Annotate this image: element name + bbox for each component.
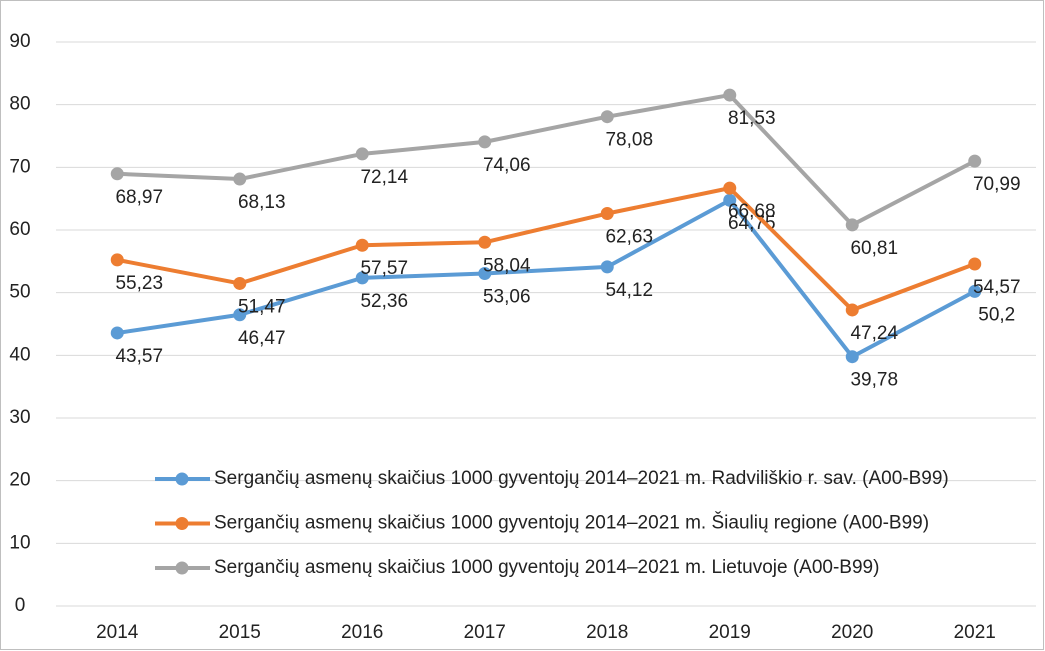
data-point xyxy=(723,193,737,207)
data-point xyxy=(968,154,982,168)
data-label: 72,14 xyxy=(360,167,408,188)
data-label: 54,57 xyxy=(973,277,1021,298)
x-tick-label: 2020 xyxy=(831,622,873,643)
data-point xyxy=(233,276,247,290)
data-point xyxy=(600,110,614,124)
data-label: 54,12 xyxy=(605,280,653,301)
data-point xyxy=(110,253,124,267)
x-tick-label: 2017 xyxy=(464,622,506,643)
y-tick-label: 0 xyxy=(15,595,26,616)
data-point xyxy=(600,207,614,221)
data-point xyxy=(478,266,492,280)
data-label: 68,97 xyxy=(115,187,163,208)
series-line xyxy=(116,198,976,359)
y-tick-label: 30 xyxy=(9,407,30,428)
series-line xyxy=(116,186,976,312)
y-tick-label: 40 xyxy=(9,344,30,365)
data-point xyxy=(233,172,247,186)
data-point xyxy=(845,218,859,232)
data-point xyxy=(110,167,124,181)
data-label: 57,57 xyxy=(360,258,408,279)
legend-marker xyxy=(175,472,189,486)
legend-marker xyxy=(175,517,189,530)
y-tick-label: 80 xyxy=(9,94,30,115)
data-label: 60,81 xyxy=(850,238,898,259)
x-tick-label: 2019 xyxy=(709,622,751,643)
data-point xyxy=(110,326,124,340)
y-tick-label: 50 xyxy=(9,282,30,303)
data-label: 43,57 xyxy=(115,346,163,367)
x-tick-label: 2016 xyxy=(341,622,383,643)
data-label: 52,36 xyxy=(360,291,408,312)
y-tick-label: 60 xyxy=(9,219,30,240)
data-label: 62,63 xyxy=(605,227,653,248)
y-tick-label: 70 xyxy=(9,156,30,177)
x-tick-label: 2015 xyxy=(219,622,261,643)
data-label: 58,04 xyxy=(483,255,531,276)
data-point xyxy=(845,303,859,317)
data-point xyxy=(478,135,492,149)
data-label: 66,68 xyxy=(728,201,776,222)
x-tick-label: 2014 xyxy=(96,622,139,643)
data-point xyxy=(478,235,492,249)
data-label: 39,78 xyxy=(850,370,898,391)
x-tick-label: 2021 xyxy=(954,622,996,643)
data-point xyxy=(355,238,369,252)
data-point xyxy=(233,308,247,322)
data-label: 81,53 xyxy=(728,108,776,129)
y-tick-label: 20 xyxy=(9,470,30,491)
data-label: 64,75 xyxy=(728,213,776,234)
data-label: 74,06 xyxy=(483,155,531,176)
data-label: 46,47 xyxy=(238,328,286,349)
y-tick-label: 90 xyxy=(9,31,30,52)
legend-label: Sergančių asmenų skaičius 1000 gyventojų… xyxy=(214,468,949,489)
data-point xyxy=(723,181,737,195)
data-label: 68,13 xyxy=(238,192,286,213)
data-label: 53,06 xyxy=(483,287,531,308)
data-point xyxy=(355,271,369,285)
y-tick-label: 10 xyxy=(9,532,30,553)
series-line xyxy=(117,93,976,227)
legend-label: Sergančių asmenų skaičius 1000 gyventojų… xyxy=(214,557,879,578)
data-label: 70,99 xyxy=(973,174,1021,195)
legend-marker xyxy=(175,561,189,575)
data-point xyxy=(968,257,982,271)
data-label: 55,23 xyxy=(115,273,163,294)
data-label: 51,47 xyxy=(238,296,286,317)
data-point xyxy=(845,350,859,364)
data-point xyxy=(968,284,982,298)
data-label: 78,08 xyxy=(605,130,653,151)
data-point xyxy=(355,147,369,161)
data-point xyxy=(723,88,737,102)
legend-label: Sergančių asmenų skaičius 1000 gyventojų… xyxy=(214,512,929,534)
data-point xyxy=(600,260,614,274)
data-label: 47,24 xyxy=(850,323,898,344)
x-tick-label: 2018 xyxy=(586,622,628,643)
data-label: 50,2 xyxy=(978,304,1015,325)
